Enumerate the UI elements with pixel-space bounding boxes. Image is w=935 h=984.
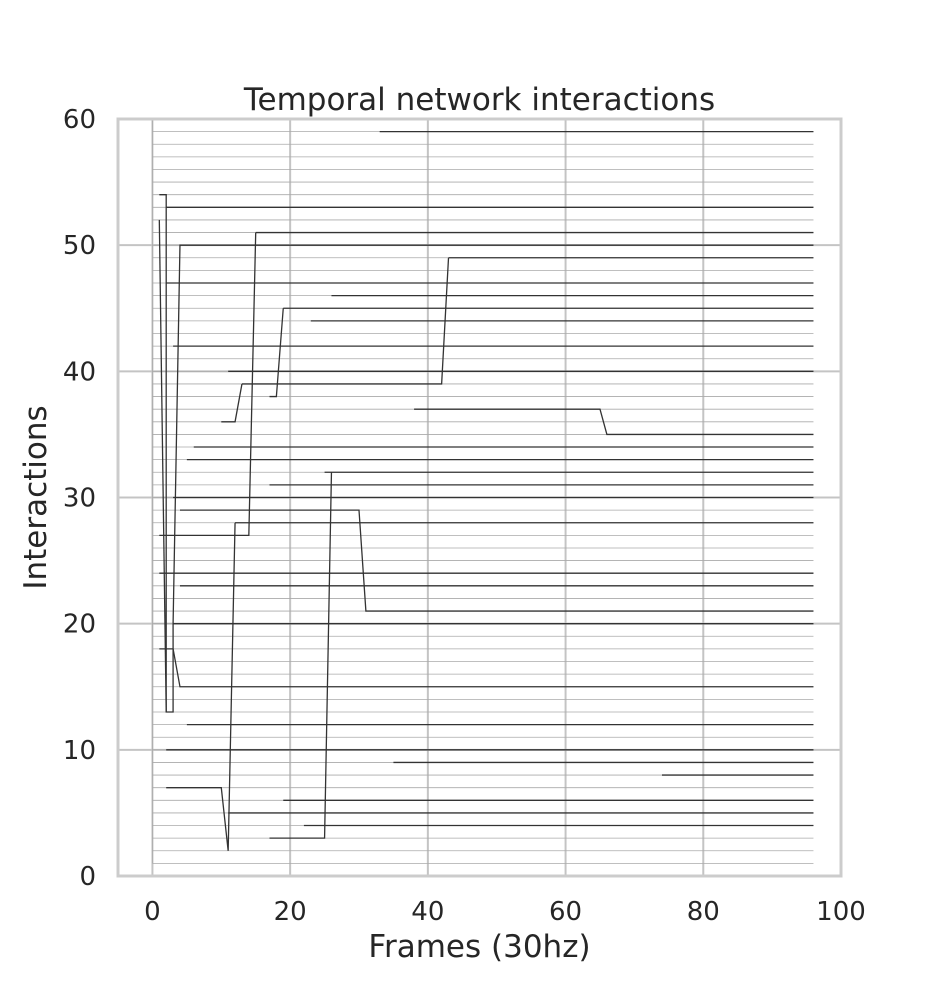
y-tick-label: 40 (63, 357, 96, 387)
y-tick-label: 10 (63, 736, 96, 766)
x-tick-label: 100 (816, 897, 866, 927)
x-axis-ticks: 0 20 40 60 80 100 (144, 897, 866, 927)
interaction-series-line (414, 408, 814, 436)
y-axis-label: Interactions (18, 405, 54, 589)
x-tick-label: 0 (144, 897, 161, 927)
x-tick-label: 80 (687, 897, 720, 927)
x-tick-label: 40 (411, 897, 444, 927)
interaction-series-line (269, 308, 284, 398)
interaction-series-line (269, 472, 333, 839)
x-tick-label: 60 (549, 897, 582, 927)
interaction-series-line (159, 232, 257, 536)
y-tick-label: 30 (63, 484, 96, 514)
y-tick-label: 0 (79, 862, 96, 892)
interaction-series-line (221, 383, 243, 423)
interaction-series-line (179, 509, 814, 612)
chart-title: Temporal network interactions (243, 82, 715, 118)
interaction-series-line (158, 219, 167, 712)
y-tick-label: 20 (63, 610, 96, 640)
y-axis-ticks: 0 10 20 30 40 50 60 (63, 105, 96, 892)
interaction-series-line (241, 257, 450, 385)
x-tick-label: 20 (274, 897, 307, 927)
interaction-series-line (166, 522, 236, 851)
interaction-series-line (172, 648, 814, 688)
x-axis-label: Frames (30hz) (368, 929, 590, 965)
y-tick-label: 60 (63, 105, 96, 135)
y-tick-label: 50 (63, 231, 96, 261)
plot-area-frame (116, 117, 843, 878)
